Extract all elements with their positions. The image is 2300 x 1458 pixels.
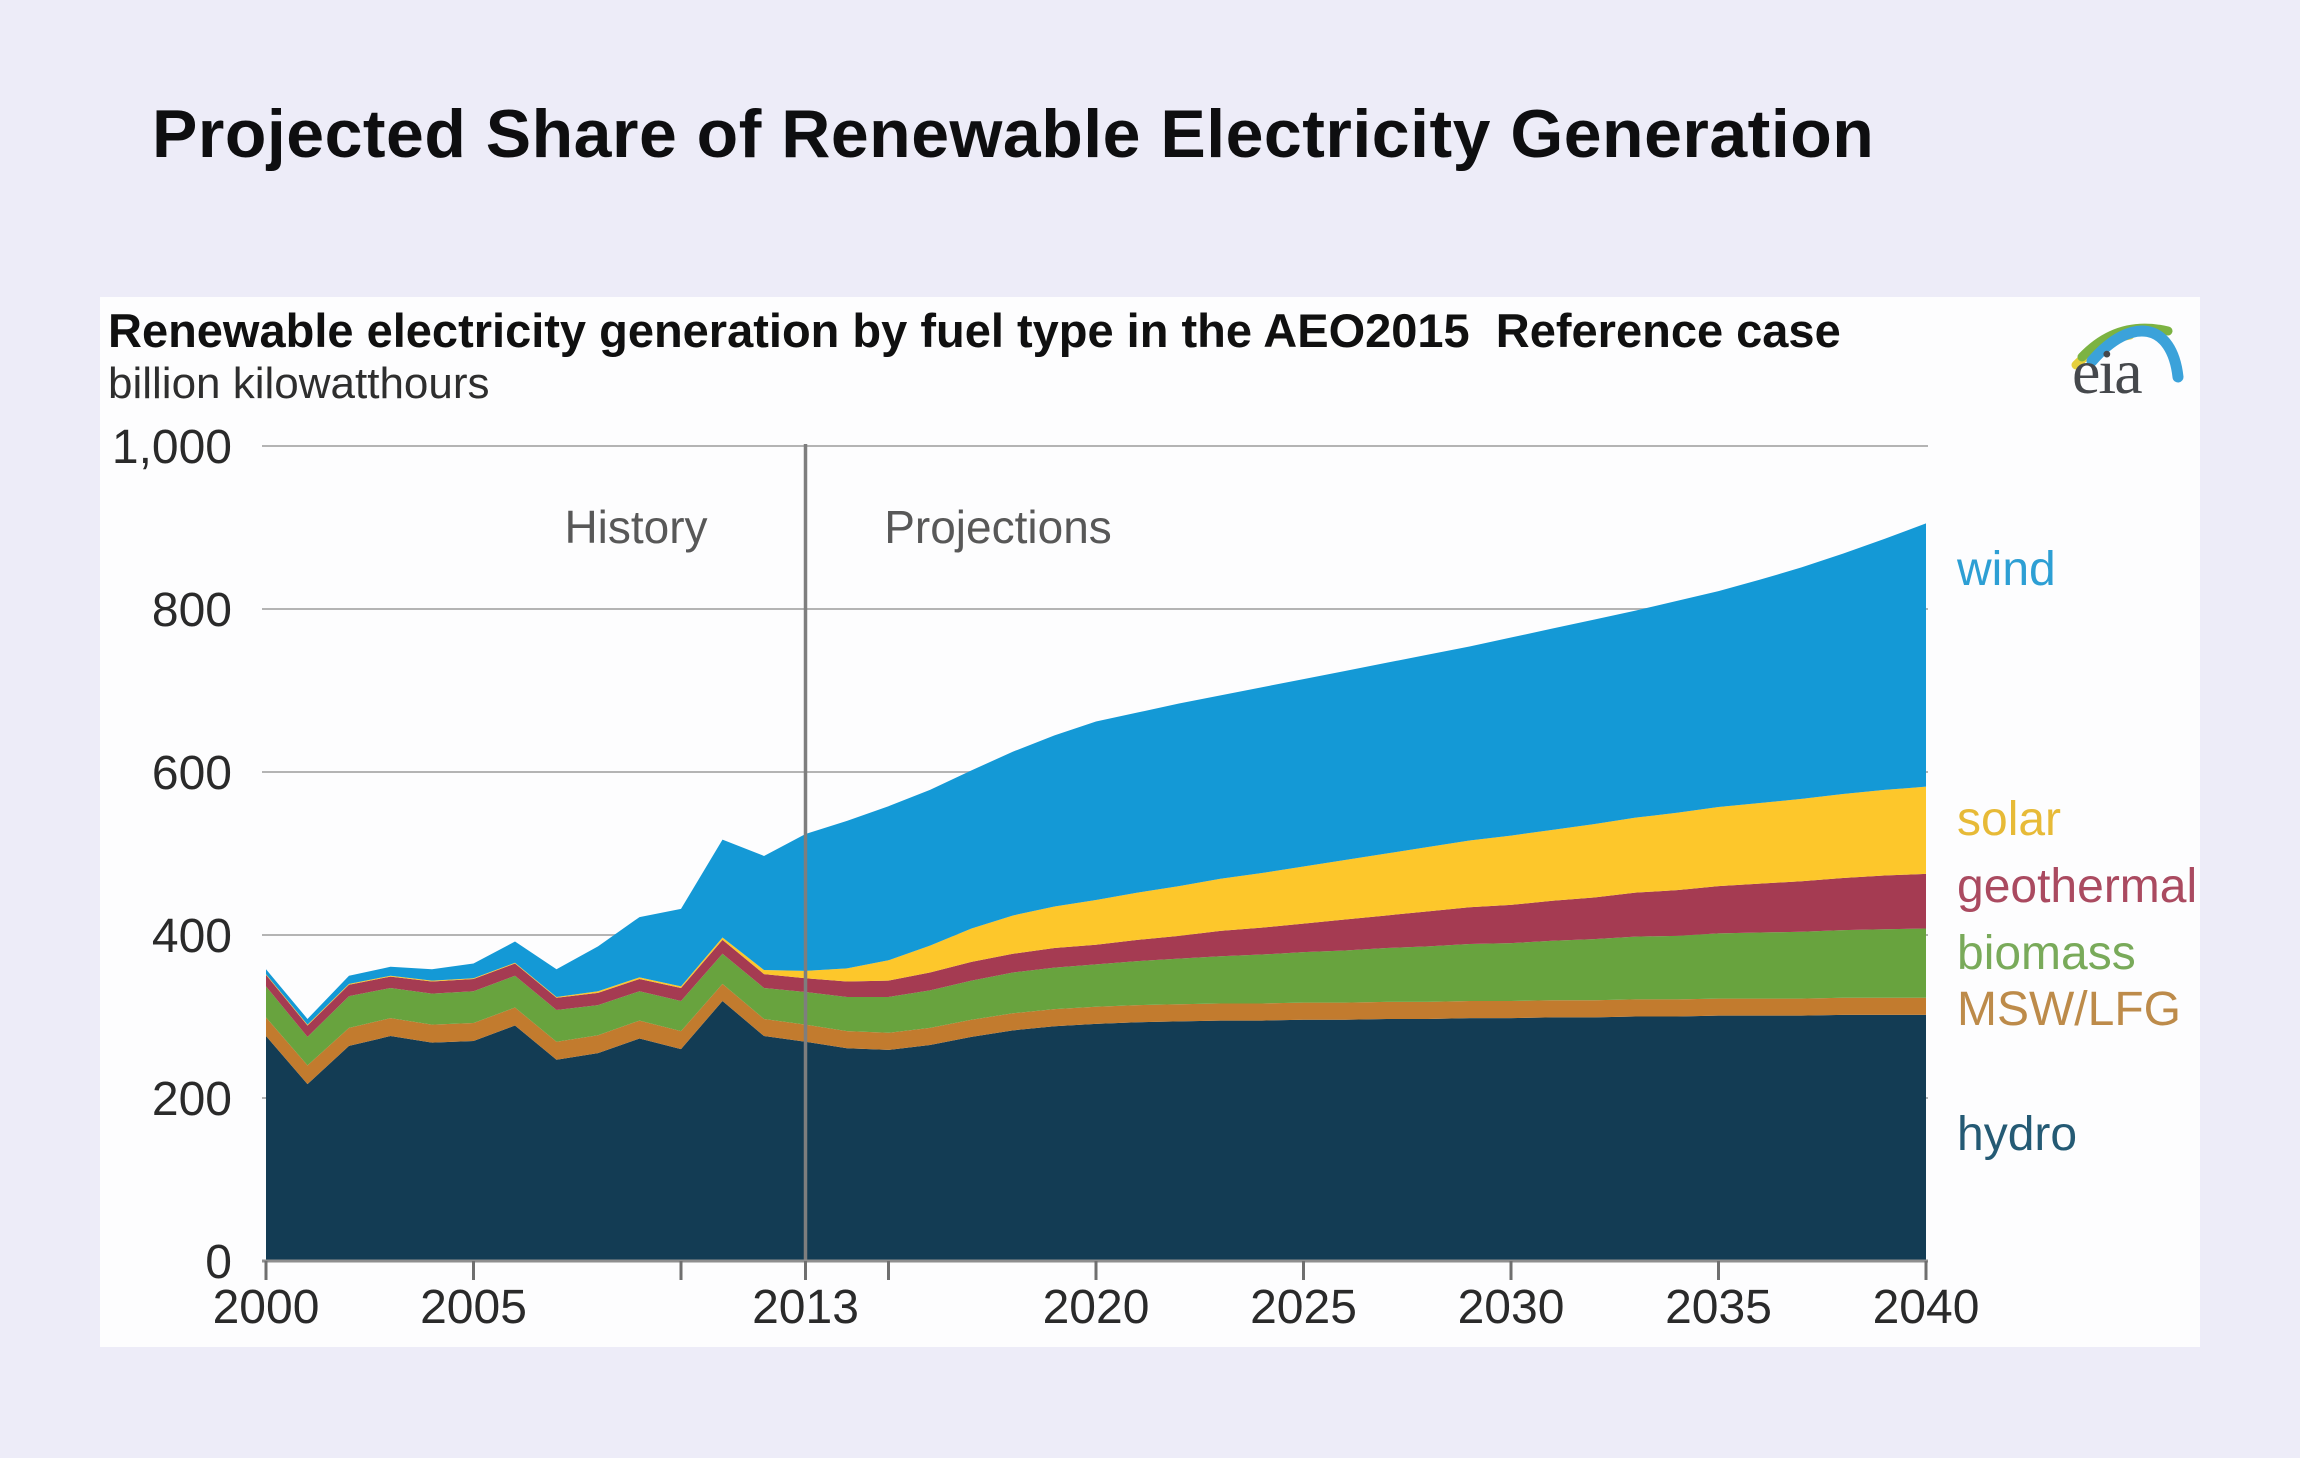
area-hydro [266,1001,1926,1261]
area-wind [266,523,1926,1025]
eia-logo-text: eia [2072,336,2142,407]
x-tick-label-2035: 2035 [1665,1281,1772,1334]
stacked-area-plot: 2000 2005 2013 2020 2025 2030 2035 2040 0 200 400 6… [112,421,2197,1334]
area-solar [266,786,1926,1026]
x-tick-label-2040: 2040 [1873,1281,1980,1334]
area-biomass [266,928,1926,1066]
y-tick-label-0: 0 [205,1236,232,1289]
legend-label-hydro: hydro [1957,1108,2077,1161]
y-tick-label-400: 400 [152,910,232,963]
x-tick-label-2005: 2005 [420,1281,527,1334]
area-msw_lfg [266,983,1926,1085]
x-tick-label-2013: 2013 [752,1281,859,1334]
legend-label-wind: wind [1956,543,2056,596]
area-geothermal [266,873,1926,1037]
projections-label: Projections [884,501,1112,553]
y-tick-label-1000: 1,000 [112,421,232,474]
legend-label-geothermal: geothermal [1957,860,2197,913]
y-tick-label-200: 200 [152,1073,232,1126]
legend-label-biomass: biomass [1957,927,2136,980]
eia-logo: eia [2068,303,2208,443]
page-title: Projected Share of Renewable Electricity… [152,96,1875,172]
x-tick-label-2030: 2030 [1458,1281,1565,1334]
history-label: History [564,501,707,553]
eia-logo-swoosh-blue [2086,325,2184,383]
chart-subtitle: billion kilowatthours [108,359,490,408]
legend-label-solar: solar [1957,793,2061,846]
x-tick-label-2025: 2025 [1250,1281,1357,1334]
chart-card: 2000 2005 2013 2020 2025 2030 2035 2040 0 200 400 6… [100,297,2200,1347]
y-tick-label-800: 800 [152,584,232,637]
y-tick-label-600: 600 [152,747,232,800]
legend-label-msw_lfg: MSW/LFG [1957,983,2181,1036]
x-tick-label-2020: 2020 [1043,1281,1150,1334]
chart-title: Renewable electricity generation by fuel… [108,304,1841,357]
x-tick-label-2000: 2000 [213,1281,320,1334]
